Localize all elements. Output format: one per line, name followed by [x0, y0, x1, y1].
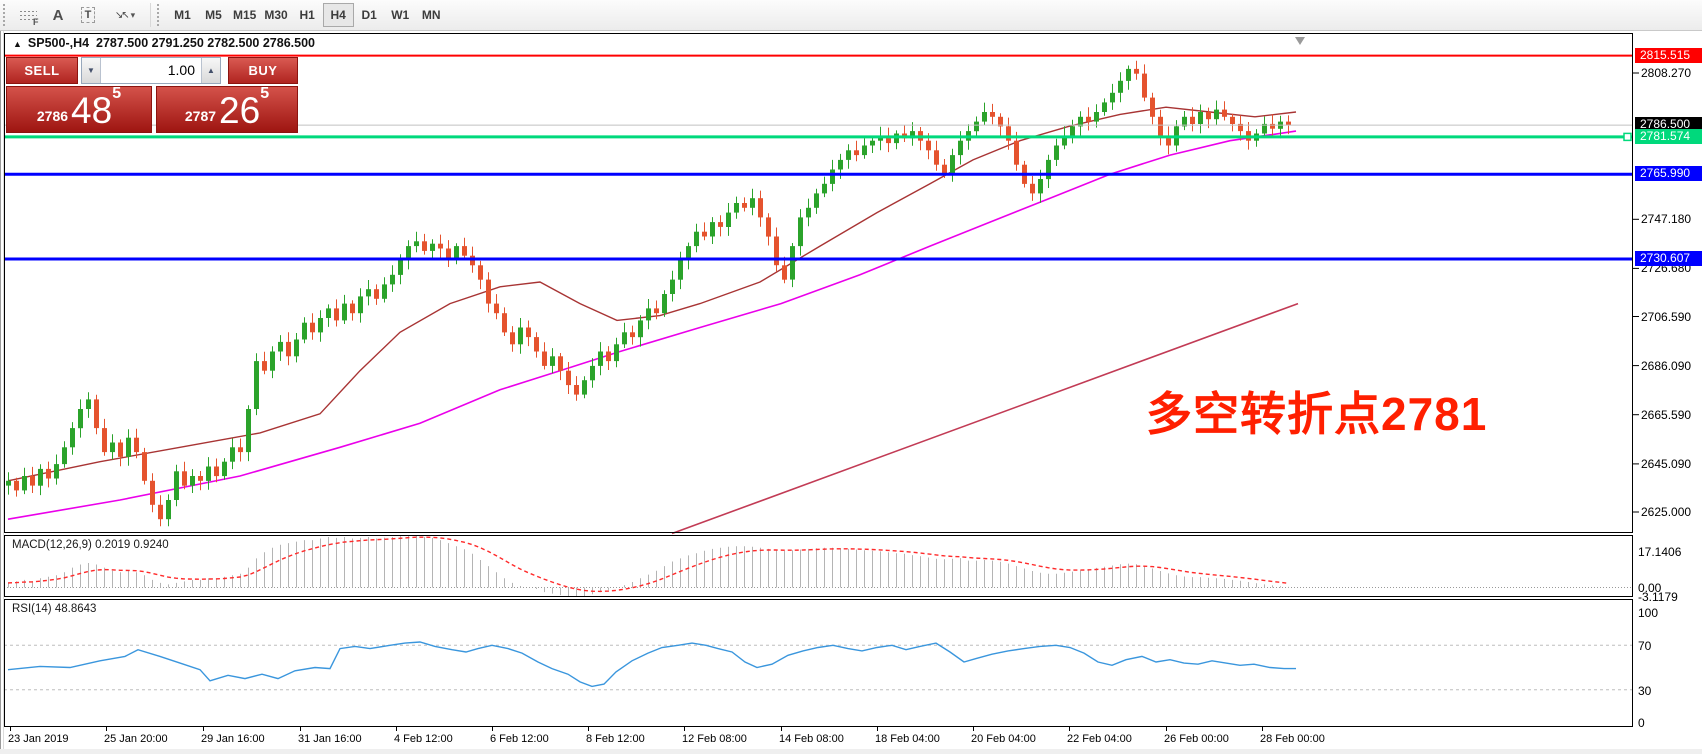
symbol-timeframe: SP500-,H4 — [27, 36, 90, 50]
buy-price-fraction: 5 — [260, 85, 270, 102]
timeframe-button-m15[interactable]: M15 — [233, 8, 257, 22]
chart-annotation-text: 多空转折点2781 — [1146, 388, 1488, 440]
price-tick-label: 2686.090 — [1641, 358, 1692, 373]
macd-scale-label: 0.00 — [1638, 581, 1662, 595]
sell-price-pips: 48 — [71, 90, 113, 131]
macd-header: MACD(12,26,9) 0.2019 0.9240 — [12, 539, 169, 551]
fibonacci-tool-button[interactable]: F — [13, 2, 43, 28]
date-label: 12 Feb 08:00 — [682, 733, 747, 745]
date-label: 26 Feb 00:00 — [1164, 733, 1229, 745]
date-label: 20 Feb 04:00 — [971, 733, 1036, 745]
macd-values: 0.2019 0.9240 — [95, 539, 169, 551]
candle-bodies — [6, 68, 1291, 520]
price-badge: 2786.500 — [1635, 117, 1702, 133]
fibonacci-icon: F — [19, 8, 39, 27]
timeframe-button-h1[interactable]: H1 — [299, 8, 315, 22]
text-tool-icon: A — [52, 6, 64, 24]
price-tick-label: 2645.090 — [1641, 456, 1692, 471]
price-tick-label: 2625.000 — [1641, 504, 1692, 519]
timeframe-button-d1[interactable]: D1 — [361, 8, 377, 22]
chart-title: ▲ SP500-,H4 2787.500 2791.250 2782.500 27… — [13, 36, 315, 50]
sell-price-display[interactable]: 2786 48 5 — [6, 85, 152, 133]
price-tick-label: 2808.270 — [1641, 66, 1692, 80]
toolbar-separator — [150, 3, 151, 27]
price-badge: 2765.990 — [1635, 166, 1702, 182]
sell-price-fraction: 5 — [112, 85, 122, 102]
timeframe-button-w1[interactable]: W1 — [391, 8, 410, 22]
collapse-triangle-icon[interactable]: ▲ — [13, 39, 22, 49]
one-click-trading-panel: SELL ▼ 1.00 ▲ BUY 2786 48 5 2787 26 5 — [6, 57, 298, 133]
buy-price-display[interactable]: 2787 26 5 — [156, 85, 298, 133]
price-tick-label: 2665.590 — [1641, 407, 1692, 422]
price-badge: 2815.515 — [1635, 47, 1702, 63]
window-left-edge — [0, 31, 4, 754]
date-label: 23 Jan 2019 — [8, 733, 69, 745]
date-label: 25 Jan 20:00 — [104, 733, 168, 745]
timeframe-button-m1[interactable]: M1 — [174, 8, 191, 22]
volume-increase-button[interactable]: ▲ — [201, 58, 220, 83]
date-label: 18 Feb 04:00 — [875, 733, 940, 745]
rsi-header: RSI(14) 48.8643 — [12, 603, 97, 615]
timeframe-group: M1 M5 M15 M30 H1 H4 D1 W1 MN — [167, 3, 447, 27]
volume-stepper: ▼ 1.00 ▲ — [81, 57, 221, 84]
macd-scale-label: -3.1179 — [1638, 590, 1678, 604]
rsi-scale-label: 70 — [1638, 639, 1652, 653]
rsi-scale-label: 30 — [1638, 684, 1652, 698]
timeframe-button-m5[interactable]: M5 — [205, 8, 222, 22]
buy-button[interactable]: BUY — [228, 57, 298, 84]
text-tool-button[interactable]: A — [43, 2, 73, 28]
toolbar: F A T ↘↖ ▾ M1 M5 M15 M30 H1 H4 D1 W1 MN — [0, 0, 1702, 31]
sell-price-major: 2786 — [36, 108, 69, 124]
rsi-scale-label: 100 — [1638, 606, 1659, 620]
text-label-icon: T — [80, 7, 96, 23]
timeframe-button-mn[interactable]: MN — [421, 8, 441, 22]
rsi-scale-label: 0 — [1638, 716, 1645, 730]
volume-input[interactable]: 1.00 — [101, 58, 201, 83]
chart-shift-marker-icon — [1295, 37, 1305, 45]
ohlc-values: 2787.500 2791.250 2782.500 2786.500 — [96, 36, 315, 50]
toolbar-drag-handle[interactable] — [3, 4, 9, 26]
volume-decrease-button[interactable]: ▼ — [82, 58, 101, 83]
window-bottom-edge — [0, 749, 1702, 754]
price-badge: 2730.607 — [1635, 251, 1702, 267]
date-label: 22 Feb 04:00 — [1067, 733, 1132, 745]
timeframe-button-m30[interactable]: M30 — [264, 8, 288, 22]
text-label-tool-button[interactable]: T — [73, 2, 103, 28]
date-label: 8 Feb 12:00 — [586, 733, 645, 745]
sell-button[interactable]: SELL — [6, 57, 78, 84]
arrows-icon: ↘↖ — [114, 9, 130, 21]
price-badge: 2781.574 — [1635, 128, 1702, 144]
macd-scale-label: 17.1406 — [1638, 545, 1682, 559]
buy-price-pips: 26 — [219, 90, 261, 131]
chevron-down-icon[interactable]: ▾ — [130, 9, 136, 20]
macd-histogram — [8, 536, 1289, 596]
timeframe-button-h4[interactable]: H4 — [322, 3, 354, 27]
date-label: 29 Jan 16:00 — [201, 733, 265, 745]
date-label: 14 Feb 08:00 — [779, 733, 844, 745]
date-label: 4 Feb 12:00 — [394, 733, 453, 745]
toolbar-drag-handle-2[interactable] — [157, 4, 163, 26]
buy-price-major: 2787 — [184, 108, 217, 124]
price-tick-label: 2747.180 — [1641, 212, 1692, 227]
rsi-value: 48.8643 — [54, 603, 97, 615]
arrows-tool-button[interactable]: ↘↖ ▾ — [103, 2, 147, 28]
price-tick-label: 2706.590 — [1641, 309, 1692, 324]
date-label: 28 Feb 00:00 — [1260, 733, 1325, 745]
date-label: 31 Jan 16:00 — [298, 733, 362, 745]
date-label: 6 Feb 12:00 — [490, 733, 549, 745]
